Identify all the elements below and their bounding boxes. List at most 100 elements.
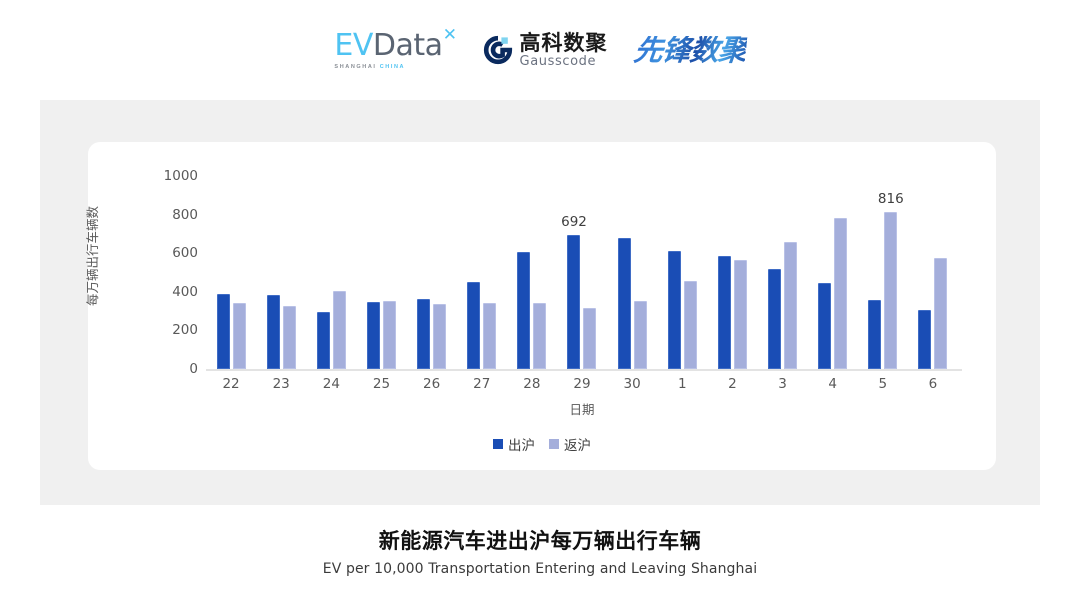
bar-return[interactable] xyxy=(884,211,898,369)
legend-item-out[interactable]: 出沪 xyxy=(493,434,535,454)
bar-out[interactable] xyxy=(417,298,431,369)
bar-out[interactable] xyxy=(617,237,631,369)
plot-area: 692 816 xyxy=(206,176,958,369)
bar-return[interactable] xyxy=(282,306,296,369)
x-axis-tick-label: 24 xyxy=(322,376,340,392)
chart-legend: 出沪 返沪 xyxy=(88,434,996,454)
bar-group xyxy=(206,176,256,369)
legend-label: 返沪 xyxy=(564,438,591,454)
bar-group xyxy=(607,176,657,369)
bar-out[interactable] xyxy=(818,283,832,369)
bar-return[interactable] xyxy=(483,303,497,369)
bar-group xyxy=(356,176,406,369)
bar-group xyxy=(407,176,457,369)
x-axis-tick-label: 6 xyxy=(928,376,938,392)
evdata-wordmark: EVData ✕ xyxy=(334,26,457,63)
bar-value-label: 816 xyxy=(877,190,904,207)
bar-out[interactable] xyxy=(918,310,932,369)
x-axis-tick-label: 1 xyxy=(677,376,687,392)
bar-return[interactable] xyxy=(533,303,547,369)
gausscode-text-block: 高科数聚 Gausscode xyxy=(520,32,608,68)
evdata-tagline-city: SHANGHAI xyxy=(334,63,377,70)
evdata-tagline-country: CHINA xyxy=(379,63,406,70)
bar-out[interactable] xyxy=(667,250,681,369)
legend-swatch-icon xyxy=(549,439,559,449)
bar-value-label: 692 xyxy=(561,214,587,231)
x-axis-tick-label: 30 xyxy=(623,376,641,392)
bar-group xyxy=(858,176,908,369)
bar-group xyxy=(657,176,707,369)
x-axis-baseline xyxy=(206,369,962,371)
logo-bar: EVData ✕ SHANGHAI CHINA 高科数聚 Gausscode 先… xyxy=(0,22,1080,78)
bar-group xyxy=(908,176,958,369)
bar-out[interactable] xyxy=(216,293,230,369)
bar-group xyxy=(757,176,807,369)
y-axis-tick-label: 0 xyxy=(189,361,198,377)
bar-group xyxy=(808,176,858,369)
x-axis-tick-label: 2 xyxy=(728,376,737,392)
y-axis-tick-label: 1000 xyxy=(163,168,198,184)
x-axis-title: 日期 xyxy=(569,402,595,417)
x-axis-tick-label: 27 xyxy=(473,376,491,392)
bar-group xyxy=(557,176,607,369)
bar-return[interactable] xyxy=(784,241,798,369)
bar-out[interactable] xyxy=(517,252,531,369)
x-axis-tick-label: 28 xyxy=(523,376,541,392)
legend-label: 出沪 xyxy=(508,438,535,454)
bar-out[interactable] xyxy=(266,294,280,369)
bar-return[interactable] xyxy=(683,281,697,369)
gausscode-mark-icon xyxy=(483,35,513,65)
x-axis-tick-label: 23 xyxy=(272,376,290,392)
x-axis-tick-label: 5 xyxy=(878,376,888,392)
x-axis-tick-label: 4 xyxy=(828,376,837,392)
legend-item-return[interactable]: 返沪 xyxy=(549,434,591,454)
x-axis-tick-label: 3 xyxy=(778,376,787,392)
bar-return[interactable] xyxy=(433,304,447,369)
bar-group xyxy=(507,176,557,369)
x-axis-tick-label: 29 xyxy=(573,376,591,392)
bar-return[interactable] xyxy=(633,300,647,369)
x-axis-ticks: 22 23 24 25 26 27 28 29 30 1 2 3 4 5 6 xyxy=(206,376,958,396)
y-axis-tick-label: 200 xyxy=(172,322,198,339)
legend-swatch-icon xyxy=(493,439,503,449)
bar-chart: 每万辆出行车辆数 0 200 400 600 800 1000 692 816 22 23 24… xyxy=(85,142,996,470)
bar-out[interactable] xyxy=(467,282,481,369)
x-axis-tick-label: 26 xyxy=(423,376,441,392)
bar-group xyxy=(457,176,507,369)
evdata-ev-text: EV xyxy=(334,27,373,63)
bar-out[interactable] xyxy=(366,302,380,369)
x-axis-tick-label: 22 xyxy=(222,376,240,392)
y-axis-title: 每万辆出行车辆数 xyxy=(85,206,100,307)
chart-card: 每万辆出行车辆数 0 200 400 600 800 1000 692 816 22 23 24… xyxy=(85,142,996,470)
evdata-tagline: SHANGHAI CHINA xyxy=(334,64,405,70)
y-axis-tick-label: 600 xyxy=(172,245,198,262)
bar-group xyxy=(306,176,356,369)
evdata-data-text: Data xyxy=(372,27,443,63)
bar-out[interactable] xyxy=(768,268,782,369)
caption-title-en: EV per 10,000 Transportation Entering an… xyxy=(322,561,758,578)
bar-out[interactable] xyxy=(316,312,330,369)
evdata-x-icon: ✕ xyxy=(442,24,457,45)
bar-out[interactable] xyxy=(868,299,882,369)
bar-return[interactable] xyxy=(733,259,747,369)
bar-group xyxy=(707,176,757,369)
bar-return[interactable] xyxy=(583,308,597,369)
figure-caption: 新能源汽车进出沪每万辆出行车辆 EV per 10,000 Transporta… xyxy=(0,528,1080,577)
y-axis-tick-label: 400 xyxy=(172,283,198,300)
evdata-logo: EVData ✕ SHANGHAI CHINA xyxy=(334,26,457,70)
bar-return[interactable] xyxy=(382,301,396,369)
y-axis-tick-label: 800 xyxy=(172,206,198,223)
gausscode-en-name: Gausscode xyxy=(519,54,597,70)
bar-return[interactable] xyxy=(934,258,948,369)
xianfeng-shuju-logo: 先锋数聚 xyxy=(631,32,748,67)
bar-return[interactable] xyxy=(834,217,848,369)
bar-out[interactable] xyxy=(567,235,581,369)
gausscode-logo: 高科数聚 Gausscode xyxy=(483,32,608,68)
bar-group xyxy=(256,176,306,369)
gausscode-cn-name: 高科数聚 xyxy=(519,30,608,55)
bar-out[interactable] xyxy=(717,256,731,369)
caption-title-cn: 新能源汽车进出沪每万辆出行车辆 xyxy=(378,529,702,553)
bar-return[interactable] xyxy=(332,290,346,369)
bar-return[interactable] xyxy=(232,303,246,369)
y-axis-ticks: 0 200 400 600 800 1000 xyxy=(150,142,198,470)
